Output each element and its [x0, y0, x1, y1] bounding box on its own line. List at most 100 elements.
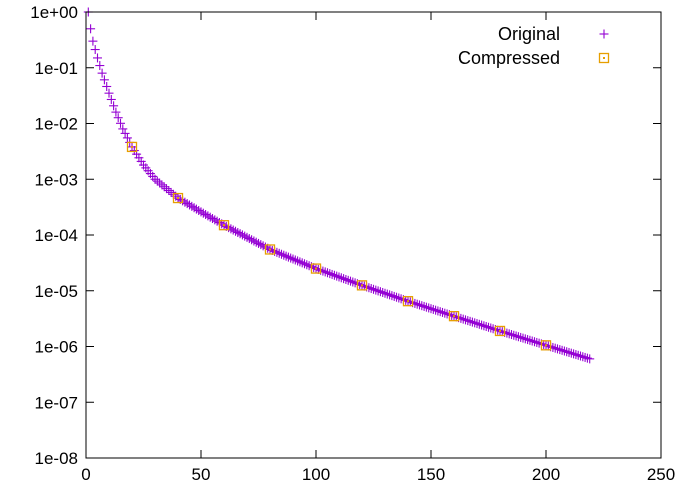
- ticks-layer: 0 50 100 150 200 250 1e+00 1e-01 1e-02 1e-03 1e-04…: [30, 3, 675, 484]
- original-point: [182, 199, 192, 209]
- original-point: [189, 203, 199, 213]
- original-point: [472, 319, 482, 329]
- original-point: [428, 304, 438, 314]
- original-point: [327, 269, 337, 279]
- original-point: [256, 240, 266, 250]
- legend-marker-compressed: [598, 52, 610, 64]
- y-tick-label: 1e-01: [35, 59, 78, 78]
- legend-marker-original: [599, 29, 609, 39]
- original-point: [102, 81, 112, 91]
- compressed-point: [264, 244, 276, 255]
- y-tick-label: 1e-02: [35, 115, 78, 134]
- original-point: [474, 319, 484, 329]
- original-point: [375, 287, 385, 297]
- original-point: [208, 214, 217, 224]
- original-point: [332, 271, 342, 281]
- original-point: [249, 236, 259, 246]
- original-point: [456, 313, 466, 323]
- original-point: [576, 351, 585, 361]
- legend-square-marker: [598, 52, 610, 64]
- original-point: [318, 266, 328, 276]
- original-point: [300, 259, 309, 269]
- original-point: [566, 348, 576, 358]
- original-point: [162, 184, 171, 194]
- original-point: [412, 299, 422, 309]
- original-point: [297, 258, 307, 268]
- original-point: [235, 229, 245, 239]
- original-point: [513, 332, 523, 342]
- original-point: [532, 337, 542, 347]
- original-point: [237, 230, 247, 240]
- original-point: [534, 338, 544, 348]
- y-tick-label: 1e+00: [30, 3, 78, 22]
- original-point: [410, 298, 420, 308]
- original-point: [467, 317, 477, 327]
- original-point: [150, 174, 160, 184]
- original-point: [417, 301, 427, 311]
- original-point: [442, 309, 452, 319]
- original-point: [507, 330, 516, 340]
- y-tick-label: 1e-04: [35, 226, 78, 245]
- original-point: [106, 94, 116, 104]
- original-point: [419, 301, 429, 311]
- original-point: [348, 277, 358, 287]
- original-point: [274, 248, 284, 258]
- original-point: [389, 291, 399, 301]
- original-point: [295, 257, 305, 267]
- original-point: [277, 249, 286, 259]
- y-tick-label: 1e-08: [35, 449, 78, 468]
- original-point: [392, 292, 401, 302]
- original-point: [329, 270, 339, 280]
- compressed-series: [126, 141, 552, 351]
- original-point: [233, 227, 243, 237]
- y-tick-label: 1e-06: [35, 338, 78, 357]
- original-point: [369, 284, 378, 294]
- x-tick-label: 250: [647, 465, 675, 484]
- original-point: [350, 278, 360, 288]
- original-point: [424, 303, 434, 313]
- original-point: [433, 306, 443, 316]
- legend-label-compressed: Compressed: [458, 48, 560, 68]
- original-point: [438, 307, 447, 317]
- original-point: [198, 208, 208, 218]
- original-point: [555, 345, 565, 355]
- original-point: [387, 291, 397, 301]
- original-point: [486, 323, 496, 333]
- original-point: [523, 335, 533, 345]
- original-point: [281, 251, 291, 261]
- original-point: [525, 335, 535, 345]
- original-point: [343, 275, 353, 285]
- legend: Original Compressed: [458, 24, 610, 68]
- compressed-point: [494, 325, 506, 337]
- original-point: [470, 318, 480, 328]
- compressed-point: [310, 263, 322, 274]
- original-point: [293, 256, 303, 266]
- original-point: [116, 118, 125, 128]
- original-point: [97, 68, 107, 78]
- original-point: [527, 336, 537, 346]
- original-point: [290, 255, 300, 265]
- original-point: [134, 153, 144, 163]
- original-point: [484, 322, 493, 332]
- original-point: [530, 337, 539, 347]
- original-point: [578, 352, 588, 362]
- original-point: [516, 332, 526, 342]
- original-point: [129, 146, 139, 156]
- x-tick-label: 150: [417, 465, 445, 484]
- original-point: [378, 287, 388, 297]
- original-point: [569, 349, 579, 359]
- original-point: [205, 212, 215, 222]
- original-point: [382, 289, 392, 299]
- original-point: [502, 328, 512, 338]
- x-tick-label: 50: [192, 465, 211, 484]
- original-point: [113, 113, 123, 123]
- original-point: [95, 61, 105, 71]
- original-point: [582, 353, 592, 363]
- original-point: [463, 316, 473, 326]
- original-point: [518, 333, 528, 343]
- original-point: [194, 205, 204, 215]
- original-point: [185, 200, 194, 210]
- original-point: [504, 329, 514, 339]
- original-point: [461, 315, 470, 325]
